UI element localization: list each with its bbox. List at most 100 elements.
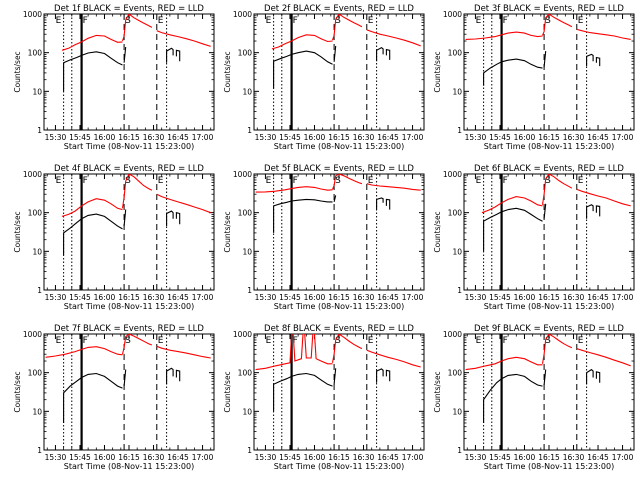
y-axis-label: Counts/sec xyxy=(223,371,232,412)
x-tick-label: 16:45 xyxy=(167,133,189,142)
panel-title: Det 1f BLACK = Events, RED = LLD xyxy=(54,4,204,14)
y-tick-label: 100 xyxy=(448,209,463,218)
region-annotation: E xyxy=(476,16,482,26)
x-tick-label: 16:15 xyxy=(118,293,140,302)
x-tick-label: 16:45 xyxy=(587,453,609,462)
y-tick-label: 1000 xyxy=(23,10,42,19)
region-annotation: E xyxy=(158,336,164,346)
x-tick-label: 16:00 xyxy=(94,133,116,142)
region-annotation: E xyxy=(578,16,584,26)
x-tick-label: 16:45 xyxy=(587,293,609,302)
y-tick-label: 10 xyxy=(32,247,42,256)
region-annotation: E xyxy=(368,336,374,346)
x-tick-label: 16:15 xyxy=(118,133,140,142)
panel-title: Det 7f BLACK = Events, RED = LLD xyxy=(54,324,204,334)
series-lld-line xyxy=(156,193,211,214)
x-tick-label: 16:15 xyxy=(538,293,560,302)
x-tick-label: 16:15 xyxy=(328,453,350,462)
region-annotation: E xyxy=(266,176,272,186)
series-events-line xyxy=(595,205,601,217)
series-events-line xyxy=(123,209,127,227)
y-axis-label: Counts/sec xyxy=(13,51,22,92)
y-axis-label: Counts/sec xyxy=(433,211,442,252)
region-annotation: S xyxy=(125,16,131,26)
x-tick-label: 15:45 xyxy=(279,293,301,302)
y-axis-label: Counts/sec xyxy=(433,51,442,92)
x-tick-label: 17:00 xyxy=(192,453,214,462)
series-events-line xyxy=(376,46,384,62)
y-axis-label: Counts/sec xyxy=(433,371,442,412)
series-events-line xyxy=(273,372,333,412)
axes-frame xyxy=(43,13,215,131)
y-tick-label: 10 xyxy=(32,407,42,416)
x-tick-label: 15:45 xyxy=(279,453,301,462)
x-tick-label: 16:30 xyxy=(353,453,375,462)
region-annotation: S xyxy=(125,336,131,346)
region-annotation: E xyxy=(266,16,272,26)
series-events-line xyxy=(333,195,337,203)
y-tick-label: 10 xyxy=(452,87,462,96)
y-tick-label: 1 xyxy=(457,446,462,455)
y-tick-label: 1 xyxy=(247,286,252,295)
x-tick-label: 16:00 xyxy=(94,293,116,302)
series-lld-line xyxy=(331,334,363,363)
series-lld-line xyxy=(255,334,333,371)
x-tick-label: 15:30 xyxy=(45,133,67,142)
y-tick-label: 100 xyxy=(238,49,253,58)
axes-frame xyxy=(43,173,215,291)
y-tick-label: 1 xyxy=(37,446,42,455)
series-events-line xyxy=(385,369,391,382)
region-annotation: F xyxy=(83,16,88,26)
x-axis-label: Start Time (08-Nov-11 15:23:00) xyxy=(274,462,404,471)
region-annotation: F xyxy=(503,176,508,186)
y-tick-label: 10 xyxy=(452,407,462,416)
series-events-line xyxy=(595,371,601,383)
series-events-line xyxy=(63,51,123,92)
series-lld-line xyxy=(271,34,333,50)
region-annotation: E xyxy=(476,336,482,346)
region-annotation: E xyxy=(56,16,62,26)
region-annotation: F xyxy=(503,16,508,26)
x-tick-label: 15:45 xyxy=(69,453,91,462)
series-lld-line xyxy=(541,14,573,36)
panel-det-9f: Det 9f BLACK = Events, RED = LLD 1 10 100 10… xyxy=(433,324,635,471)
x-tick-label: 15:30 xyxy=(45,293,67,302)
panel-title: Det 5f BLACK = Events, RED = LLD xyxy=(264,164,414,174)
x-tick-label: 16:30 xyxy=(563,133,585,142)
series-events-line xyxy=(376,368,384,383)
y-tick-label: 1000 xyxy=(443,10,462,19)
region-annotation: E xyxy=(56,176,62,186)
y-tick-label: 100 xyxy=(28,369,43,378)
series-lld-line xyxy=(541,174,573,205)
region-annotation: E xyxy=(158,16,164,26)
region-annotation: S xyxy=(545,176,551,186)
y-tick-label: 10 xyxy=(32,87,42,96)
y-tick-label: 1000 xyxy=(233,170,252,179)
y-tick-label: 1 xyxy=(37,126,42,135)
x-tick-label: 15:45 xyxy=(489,453,511,462)
series-lld-line xyxy=(121,14,153,42)
series-lld-line xyxy=(576,28,631,40)
series-lld-line xyxy=(465,31,543,40)
panel-title: Det 3f BLACK = Events, RED = LLD xyxy=(474,4,624,14)
region-annotation: S xyxy=(125,176,131,186)
x-tick-label: 15:30 xyxy=(255,293,277,302)
series-events-line xyxy=(63,213,123,256)
y-tick-label: 1 xyxy=(37,286,42,295)
x-tick-label: 16:45 xyxy=(167,453,189,462)
region-annotation: E xyxy=(578,176,584,186)
series-lld-line xyxy=(465,356,543,371)
y-tick-label: 100 xyxy=(28,49,43,58)
series-events-line xyxy=(333,368,337,385)
region-annotation: E xyxy=(578,336,584,346)
x-tick-label: 15:45 xyxy=(69,133,91,142)
series-events-line xyxy=(166,47,174,63)
x-tick-label: 15:45 xyxy=(279,133,301,142)
series-lld-line xyxy=(45,346,123,358)
series-events-line xyxy=(166,367,174,385)
x-tick-label: 16:00 xyxy=(514,293,536,302)
panel-title: Det 9f BLACK = Events, RED = LLD xyxy=(474,324,624,334)
region-annotation: E xyxy=(368,16,374,26)
